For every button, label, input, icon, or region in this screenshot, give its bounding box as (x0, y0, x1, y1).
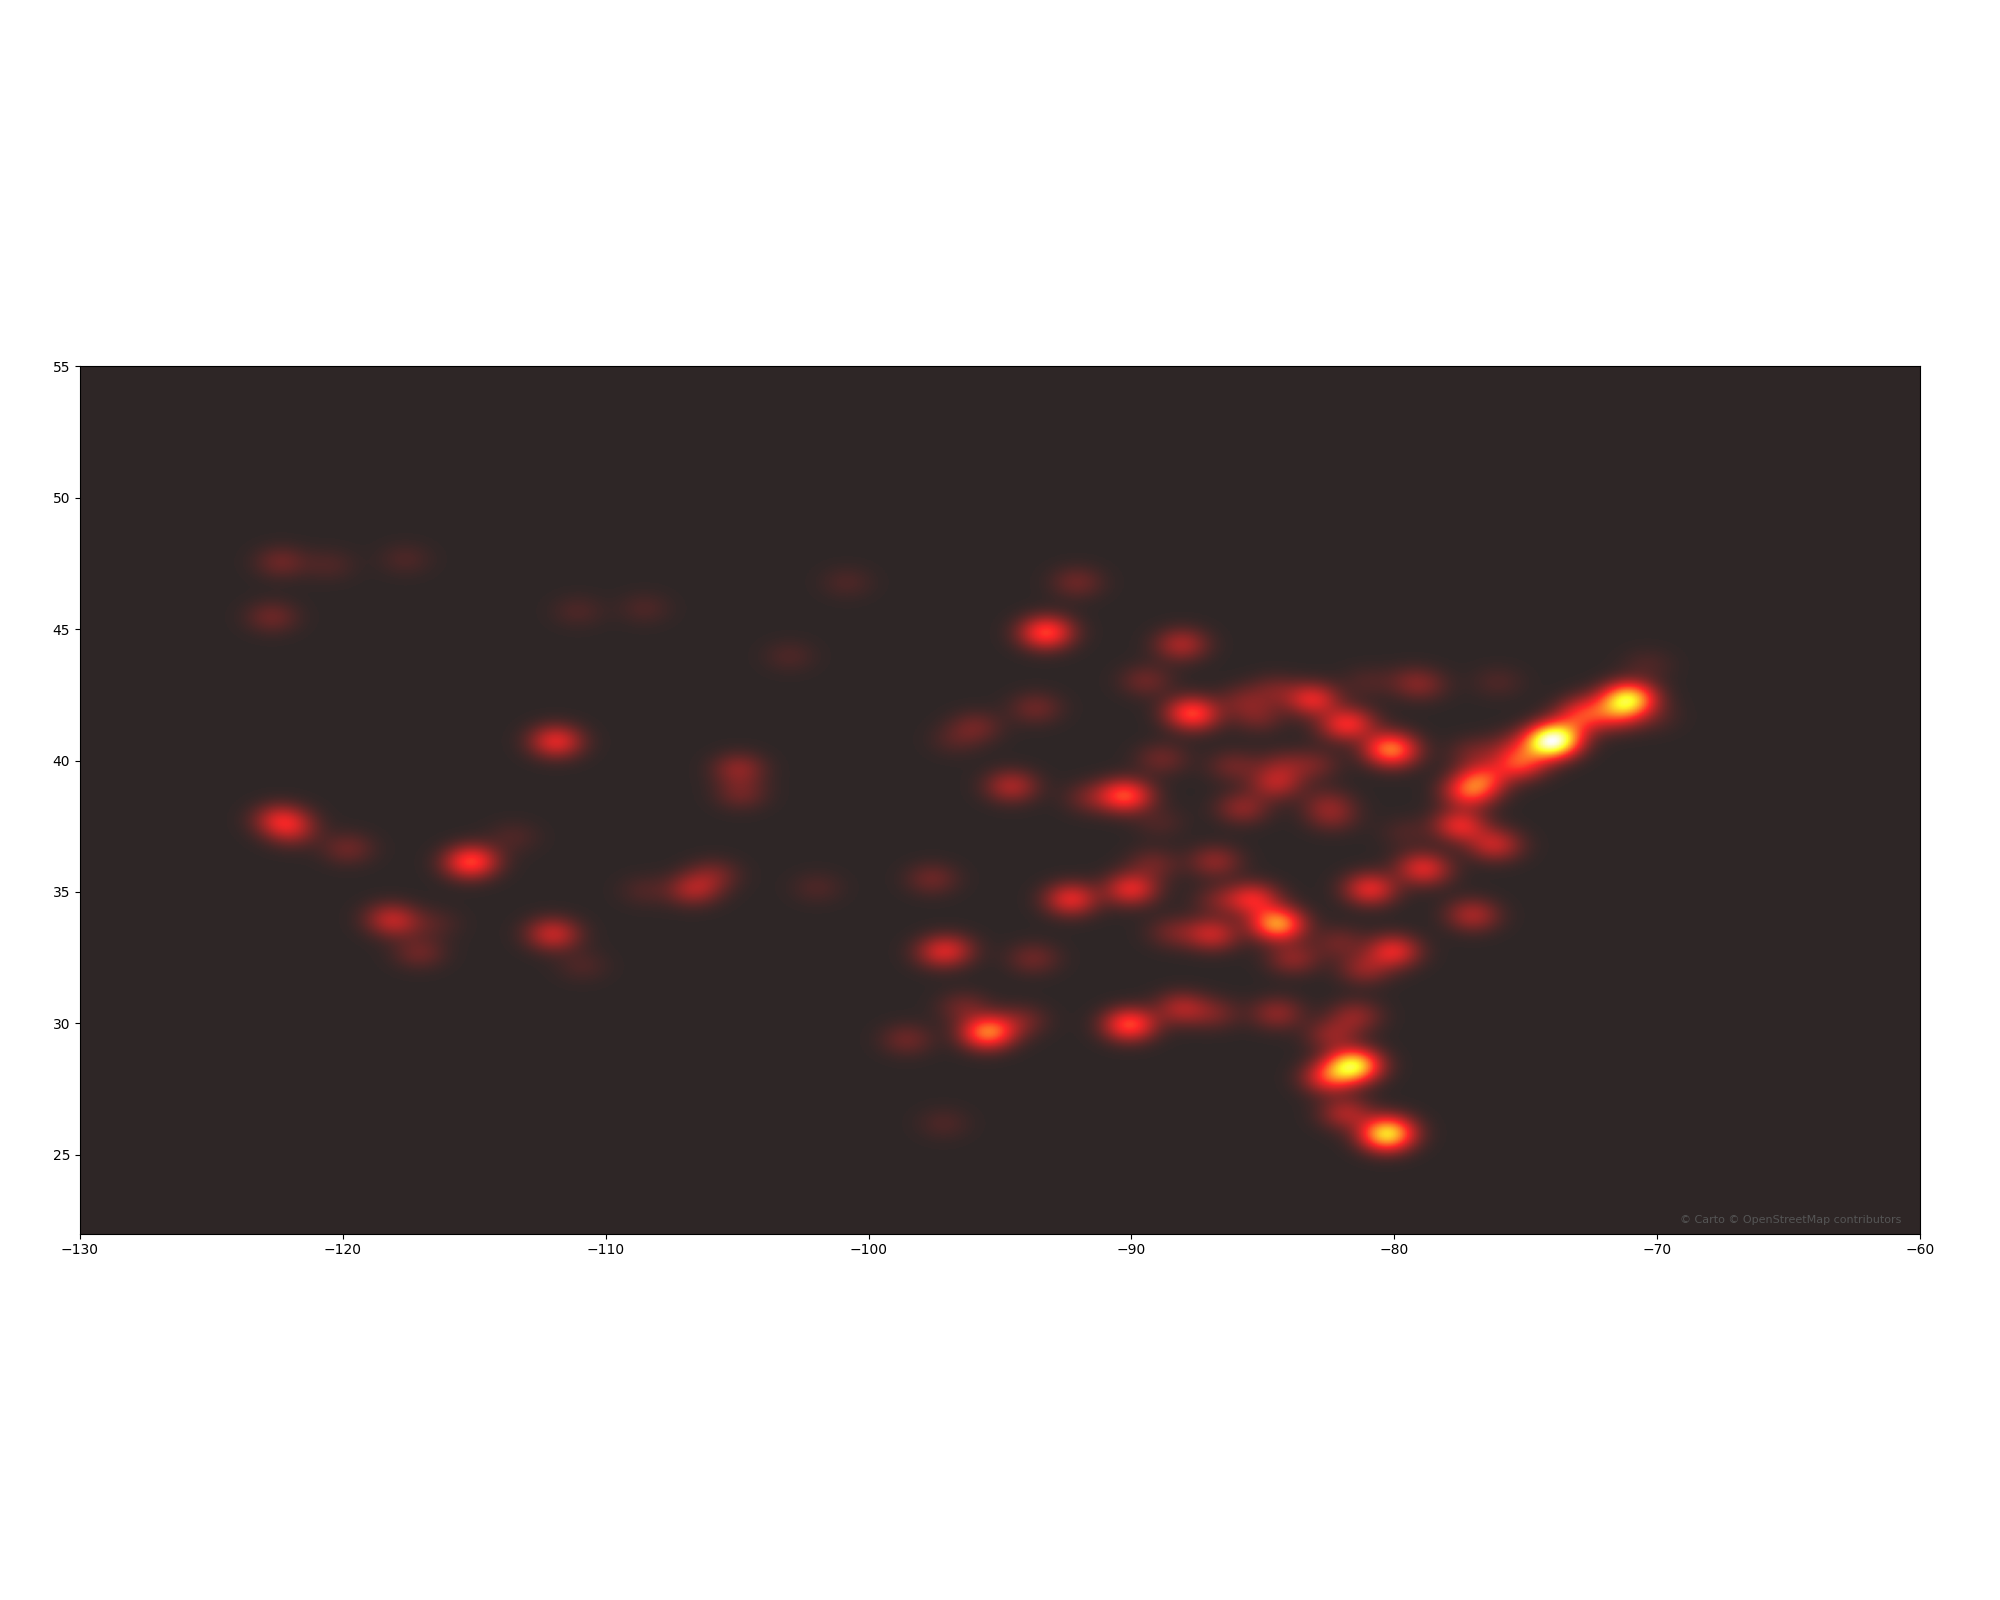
Text: © Carto © OpenStreetMap contributors: © Carto © OpenStreetMap contributors (1680, 1214, 1902, 1226)
